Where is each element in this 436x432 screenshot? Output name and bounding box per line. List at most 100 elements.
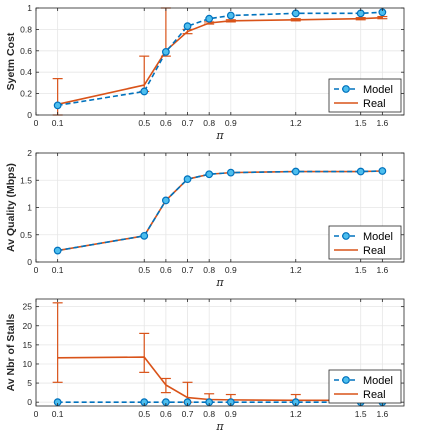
x-tick-label: 0.8 xyxy=(203,409,215,419)
legend-box xyxy=(328,225,402,260)
x-tick-label: 0.5 xyxy=(138,265,150,275)
data-point-model xyxy=(183,175,192,184)
axes-box xyxy=(35,298,405,407)
x-tick-label: 0.1 xyxy=(52,118,64,128)
x-tick-label: 0.5 xyxy=(138,118,150,128)
y-tick-label: 20 xyxy=(23,321,33,331)
x-tick-label: 0 xyxy=(34,118,39,128)
x-tick-label: 1.2 xyxy=(290,118,302,128)
y-tick-label: 0.2 xyxy=(20,89,32,99)
x-tick-label: 0.8 xyxy=(203,265,215,275)
x-tick-label: 1.6 xyxy=(376,409,388,419)
model-markers xyxy=(53,8,387,110)
legend: Model Real xyxy=(328,78,402,113)
legend-marker-model xyxy=(342,376,350,384)
y-tick-label: 2 xyxy=(27,148,32,158)
x-ticks: 0 0.1 0.5 0.6 0.7 0.8 0.9 1.2 1.5 1.6 xyxy=(34,8,389,128)
x-tick-label: 0.6 xyxy=(160,409,172,419)
y-tick-label: 1 xyxy=(27,203,32,213)
data-point-model xyxy=(140,87,149,96)
y-tick-label: 1 xyxy=(27,3,32,13)
y-tick-label: 10 xyxy=(23,359,33,369)
y-ticks: 0 5 10 15 20 25 xyxy=(23,302,404,407)
legend-label-real: Real xyxy=(363,98,386,110)
y-tick-label: 5 xyxy=(27,378,32,388)
y-tick-label: 15 xyxy=(23,340,33,350)
x-axis-label: π xyxy=(215,276,224,289)
data-point-model xyxy=(291,9,300,18)
legend-label-real: Real xyxy=(363,389,386,401)
x-tick-label: 0 xyxy=(34,409,39,419)
x-ticks: 0 0.1 0.5 0.6 0.7 0.8 0.9 1.2 1.5 1.6 xyxy=(34,299,389,419)
legend-box xyxy=(328,369,402,404)
data-point-model xyxy=(161,47,170,56)
x-tick-label: 0.7 xyxy=(182,409,194,419)
x-tick-label: 0.9 xyxy=(225,265,237,275)
x-tick-label: 1.6 xyxy=(376,265,388,275)
data-point-model xyxy=(161,196,170,205)
x-tick-label: 0.1 xyxy=(52,409,64,419)
legend-label-model: Model xyxy=(363,84,393,96)
y-tick-label: 0.8 xyxy=(20,24,32,34)
legend: Model Real xyxy=(328,369,402,404)
axes-box xyxy=(35,7,405,116)
x-tick-label: 1.5 xyxy=(355,265,367,275)
x-tick-label: 0 xyxy=(34,265,39,275)
x-tick-label: 1.2 xyxy=(290,265,302,275)
data-point-model xyxy=(356,167,365,176)
legend-label-model: Model xyxy=(363,231,393,243)
y-tick-label: 0.5 xyxy=(20,230,32,240)
data-point-model xyxy=(378,167,387,175)
y-axis-label: Av Nbr of Stalls xyxy=(5,313,17,391)
y-ticks: 0 0.2 0.4 0.6 0.8 1 xyxy=(20,3,404,120)
x-axis-label: π xyxy=(215,129,224,142)
y-tick-label: 25 xyxy=(23,302,33,312)
x-tick-label: 0.7 xyxy=(182,118,194,128)
legend-marker-model xyxy=(342,232,350,240)
x-tick-label: 1.5 xyxy=(355,409,367,419)
x-tick-label: 0.9 xyxy=(225,118,237,128)
data-point-model xyxy=(183,22,192,31)
chart-panel-2: 0 0.1 0.5 0.6 0.7 0.8 0.9 1.2 1.5 1.6 0 0.5 1 1.5 2 π Av… xyxy=(5,148,405,289)
data-point-model xyxy=(205,14,214,23)
y-axis-label: Av Quality (Mbps) xyxy=(5,163,17,252)
legend-box xyxy=(328,78,402,113)
model-markers xyxy=(53,167,387,255)
data-point-model xyxy=(205,170,214,179)
x-tick-label: 0.7 xyxy=(182,265,194,275)
x-tick-label: 1.6 xyxy=(376,118,388,128)
legend-marker-model xyxy=(342,85,350,93)
legend: Model Real xyxy=(328,225,402,260)
data-point-model xyxy=(140,231,149,240)
y-tick-label: 0 xyxy=(27,110,32,120)
data-point-model xyxy=(356,9,365,18)
chart-panel-1: 0 0.1 0.5 0.6 0.7 0.8 0.9 1.2 1.5 1.6 0 0.2 0.4 0.6 0.… xyxy=(5,3,405,142)
y-axis-label: Syetm Cost xyxy=(5,32,17,90)
x-tick-label: 0.6 xyxy=(160,265,172,275)
x-tick-label: 0.8 xyxy=(203,118,215,128)
y-tick-label: 0 xyxy=(27,257,32,267)
data-point-model xyxy=(53,246,62,255)
x-axis-label: π xyxy=(215,420,224,432)
y-ticks: 0 0.5 1 1.5 2 xyxy=(20,148,404,267)
legend-label-real: Real xyxy=(363,245,386,257)
data-point-model xyxy=(291,167,300,176)
x-tick-label: 0.9 xyxy=(225,409,237,419)
data-point-model xyxy=(226,168,235,177)
legend-label-model: Model xyxy=(363,375,393,387)
data-point-model xyxy=(53,101,62,110)
x-tick-label: 0.6 xyxy=(160,118,172,128)
y-tick-label: 0 xyxy=(27,397,32,407)
chart-panel-3: 0 0.1 0.5 0.6 0.7 0.8 0.9 1.2 1.5 1.6 0 5 10 15 20 25 π A… xyxy=(5,298,405,432)
data-point-model xyxy=(226,11,235,20)
y-tick-label: 0.4 xyxy=(20,67,32,77)
x-tick-label: 0.5 xyxy=(138,409,150,419)
y-tick-label: 1.5 xyxy=(20,175,32,185)
x-tick-label: 1.5 xyxy=(355,118,367,128)
y-tick-label: 0.6 xyxy=(20,46,32,56)
series-line-real xyxy=(57,16,383,106)
x-ticks: 0 0.1 0.5 0.6 0.7 0.8 0.9 1.2 1.5 1.6 xyxy=(34,153,389,275)
x-tick-label: 1.2 xyxy=(290,409,302,419)
x-tick-label: 0.1 xyxy=(52,265,64,275)
